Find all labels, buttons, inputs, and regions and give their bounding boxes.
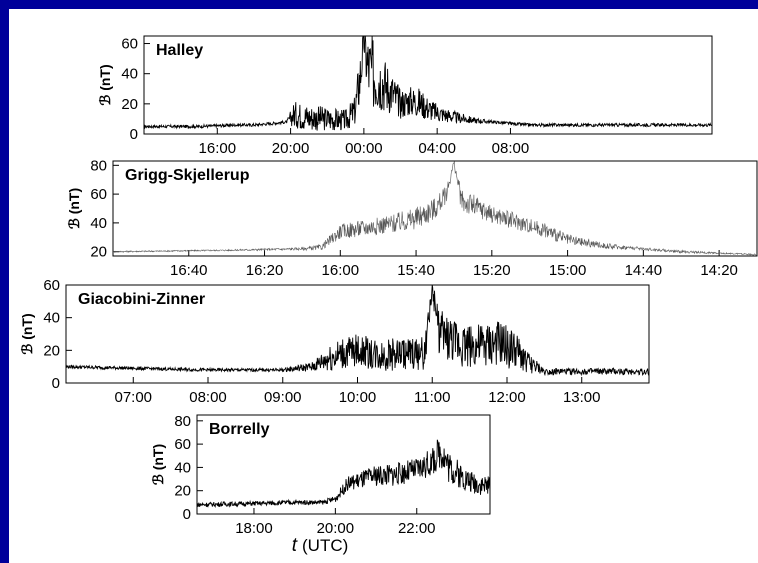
x-tick-label: 15:20 [473,262,511,279]
x-tick-label: 07:00 [114,389,152,406]
y-tick-label: 20 [90,244,107,261]
y-tick-label: 60 [90,186,107,203]
x-tick-label: 08:00 [189,389,227,406]
panel-borrelly: 0 20 40 60 80 18:00 20:00 22:00 ℬ (nT) Borrelly [150,413,491,537]
y-tick-label: 20 [121,96,138,113]
magnetic-field-figure: 0 20 40 60 16:00 20:00 00:00 04:00 08:00 ℬ (nT) Ha… [19,35,758,556]
y-tick-label: 40 [43,310,60,327]
series-line [65,284,650,377]
y-tick-label: 20 [43,342,60,359]
plot-frame [112,160,758,257]
panel-title: Grigg-Skjellerup [125,167,250,184]
x-tick-label: 15:40 [397,262,435,279]
x-tick-label: 14:40 [625,262,663,279]
y-tick-label: 80 [174,413,191,430]
y-tick-label: 20 [174,483,191,500]
x-axis-unit: (UTC) [302,536,348,555]
x-tick-label: 09:00 [264,389,302,406]
x-tick-label: 20:00 [317,520,355,537]
y-axis-label: ℬ (nT) [19,313,35,354]
x-tick-label: 04:00 [418,140,456,157]
x-axis-symbol: t [292,535,298,556]
y-tick-label: 0 [52,375,60,392]
panel-title: Halley [156,42,203,59]
panel-grigg-skjellerup: 20 40 60 80 16:40 16:20 16:00 15:40 15:20 15:00 14… [66,157,758,279]
y-tick-label: 40 [174,459,191,476]
x-tick-label: 16:20 [246,262,284,279]
x-tick-label: 08:00 [492,140,530,157]
panel-title: Borrelly [209,421,270,438]
x-tick-label: 10:00 [339,389,377,406]
plot-frame [143,35,713,135]
panel-halley: 0 20 40 60 16:00 20:00 00:00 04:00 08:00 ℬ (nT) Ha… [97,35,713,157]
x-tick-label: 22:00 [398,520,436,537]
y-tick-label: 80 [90,157,107,174]
panel-giacobini-zinner: 0 20 40 60 07:00 08:00 09:00 10:00 11:00 12:00 13:… [19,277,650,406]
figure-slide: 0 20 40 60 16:00 20:00 00:00 04:00 08:00 ℬ (nT) Ha… [9,9,758,563]
y-axis-label: ℬ (nT) [150,444,166,485]
x-axis-label: t (UTC) [292,535,349,556]
plot-frame [196,414,491,515]
y-tick-label: 0 [130,126,138,143]
y-tick-label: 60 [43,277,60,294]
panel-title: Giacobini-Zinner [78,291,205,308]
x-tick-label: 18:00 [235,520,273,537]
y-tick-label: 60 [174,436,191,453]
x-tick-label: 14:20 [700,262,738,279]
series-line [112,161,758,256]
x-tick-label: 13:00 [563,389,601,406]
y-tick-label: 0 [183,506,191,523]
y-tick-label: 40 [90,215,107,232]
y-tick-label: 40 [121,66,138,83]
x-tick-label: 12:00 [488,389,526,406]
series-line [196,439,491,508]
x-tick-label: 20:00 [272,140,310,157]
y-tick-label: 60 [121,36,138,53]
x-tick-label: 16:00 [322,262,360,279]
x-tick-label: 00:00 [345,140,383,157]
series-line [143,35,713,131]
x-tick-label: 16:40 [170,262,208,279]
y-axis-label: ℬ (nT) [66,188,82,229]
y-axis-label: ℬ (nT) [97,64,113,105]
x-tick-label: 15:00 [549,262,587,279]
x-tick-label: 11:00 [414,389,450,406]
x-tick-label: 16:00 [199,140,237,157]
